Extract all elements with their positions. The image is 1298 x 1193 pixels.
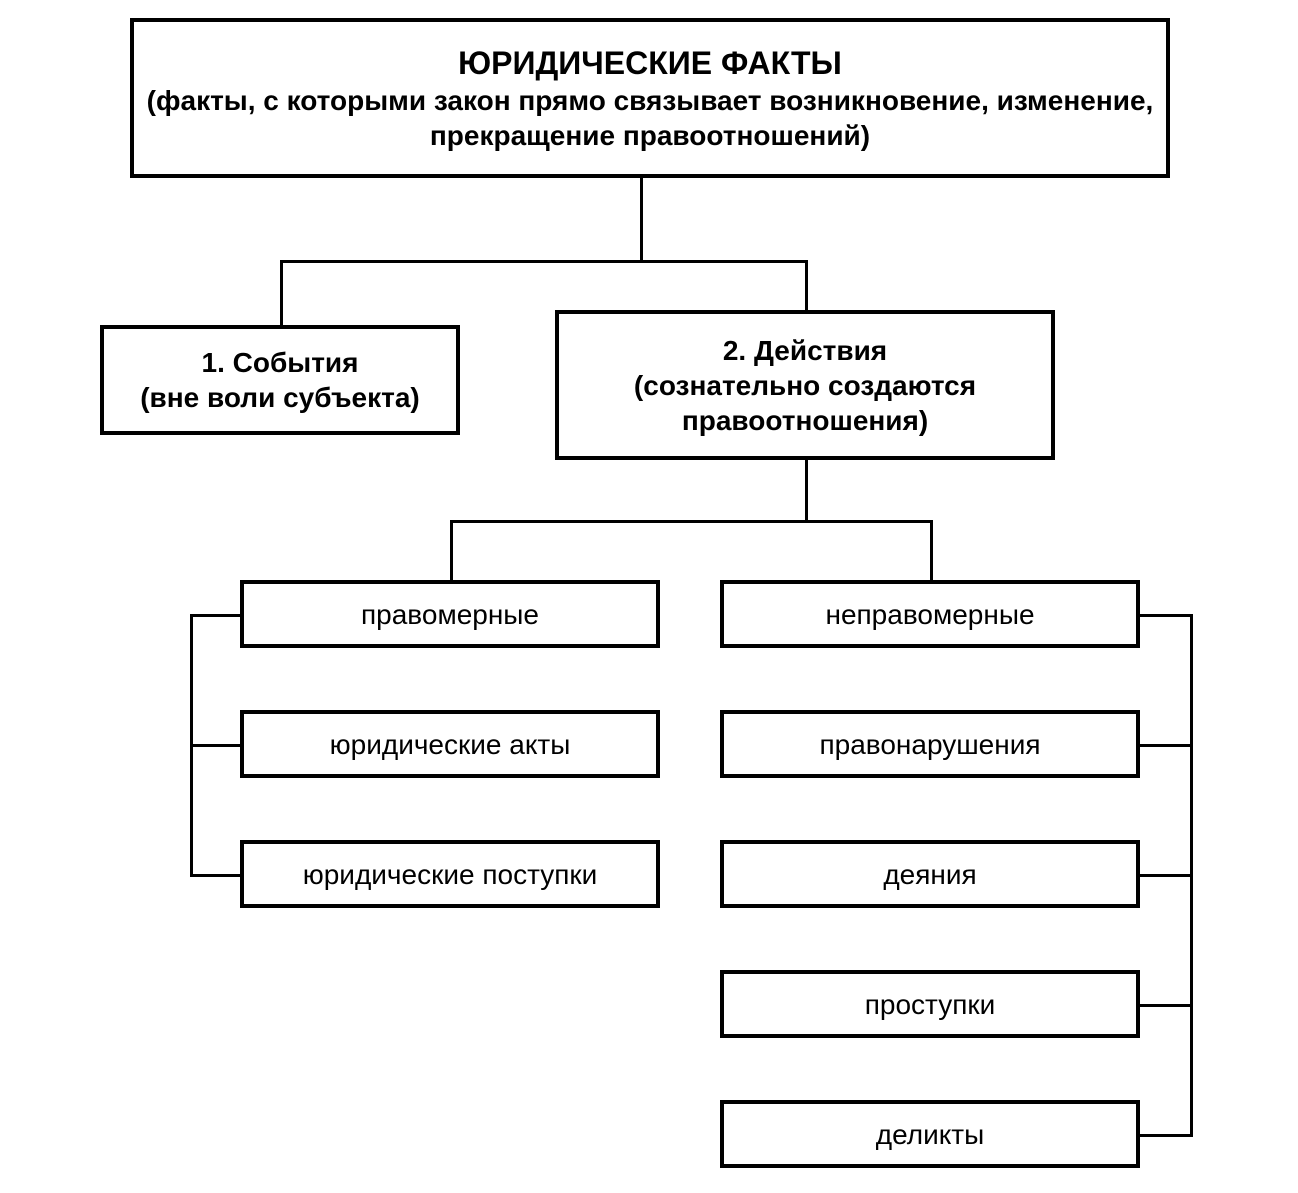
right-leaf-label: неправомерные xyxy=(825,597,1034,632)
events-title: 1. События xyxy=(202,345,359,380)
connector-line xyxy=(1140,1004,1190,1007)
right-leaf-label: правонарушения xyxy=(819,727,1040,762)
actions-title: 2. Действия xyxy=(723,333,887,368)
right-leaf-node: неправомерные xyxy=(720,580,1140,648)
connector-line xyxy=(805,460,808,520)
right-leaf-node: деликты xyxy=(720,1100,1140,1168)
left-leaf-node: правомерные xyxy=(240,580,660,648)
connector-line xyxy=(280,260,283,325)
connector-line xyxy=(805,260,808,310)
right-leaf-node: правонарушения xyxy=(720,710,1140,778)
left-leaf-node: юридические поступки xyxy=(240,840,660,908)
connector-line xyxy=(930,520,933,580)
connector-line xyxy=(280,260,808,263)
connector-line xyxy=(190,874,240,877)
left-leaf-label: юридические акты xyxy=(330,727,571,762)
right-leaf-label: проступки xyxy=(865,987,996,1022)
right-leaf-label: деяния xyxy=(883,857,976,892)
root-title: ЮРИДИЧЕСКИЕ ФАКТЫ xyxy=(458,43,842,83)
actions-node: 2. Действия (сознательно создаются право… xyxy=(555,310,1055,460)
connector-line xyxy=(1140,1134,1190,1137)
root-subtitle: (факты, с которыми закон прямо связывает… xyxy=(142,83,1158,153)
diagram-stage: ЮРИДИЧЕСКИЕ ФАКТЫ (факты, с которыми зак… xyxy=(0,0,1298,1193)
left-leaf-node: юридические акты xyxy=(240,710,660,778)
connector-line xyxy=(1190,614,1193,1137)
right-leaf-label: деликты xyxy=(876,1117,984,1152)
right-leaf-node: проступки xyxy=(720,970,1140,1038)
left-leaf-label: правомерные xyxy=(361,597,539,632)
events-node: 1. События (вне воли субъекта) xyxy=(100,325,460,435)
right-leaf-node: деяния xyxy=(720,840,1140,908)
connector-line xyxy=(190,614,240,617)
left-leaf-label: юридические поступки xyxy=(303,857,598,892)
connector-line xyxy=(640,178,643,260)
root-node: ЮРИДИЧЕСКИЕ ФАКТЫ (факты, с которыми зак… xyxy=(130,18,1170,178)
connector-line xyxy=(450,520,453,580)
actions-subtitle: (сознательно создаются правоотношения) xyxy=(567,368,1043,438)
connector-line xyxy=(1140,874,1190,877)
connector-line xyxy=(1140,614,1190,617)
connector-line xyxy=(1140,744,1190,747)
connector-line xyxy=(450,520,933,523)
connector-line xyxy=(190,744,240,747)
events-subtitle: (вне воли субъекта) xyxy=(140,380,420,415)
